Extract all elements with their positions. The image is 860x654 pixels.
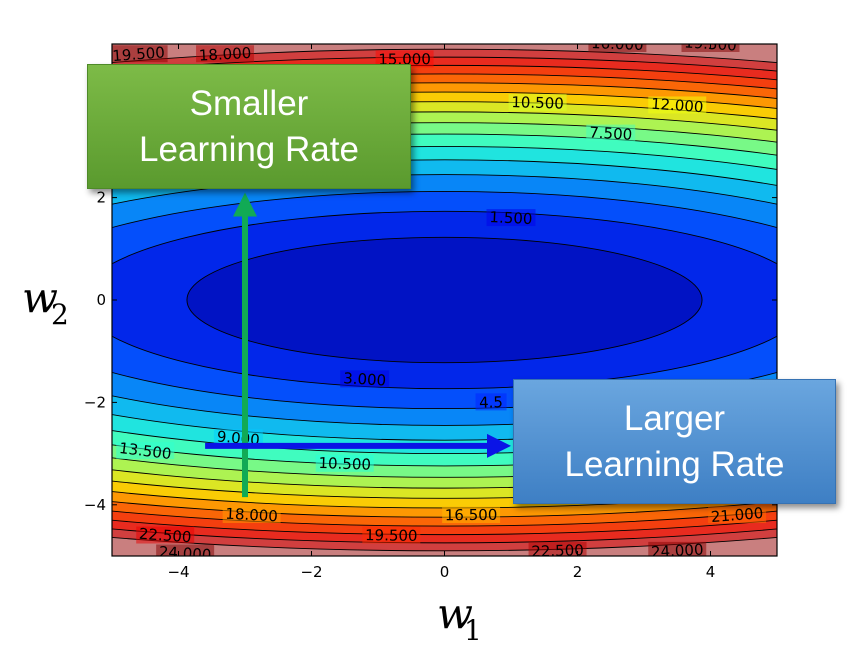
x-axis-label: w 1 <box>437 589 482 647</box>
contour-label-bg <box>116 442 175 460</box>
contour-label-bg <box>362 526 421 544</box>
contour-label: 16.500 <box>445 506 498 524</box>
contour-label-bg <box>508 93 567 111</box>
x-axis-label-main: w <box>437 589 473 638</box>
contour-label-bg <box>442 506 501 524</box>
axis-ticks: −4 −2 0 2 4 −4 −2 0 2 <box>84 44 777 581</box>
contour-label: 24.000 <box>651 540 704 561</box>
y-tick-label: −4 <box>84 496 106 514</box>
callout-small-line1: Smaller <box>189 83 309 123</box>
contour-line <box>112 48 777 552</box>
contour-label: 19.500 <box>365 526 418 545</box>
contour-label: 3.000 <box>343 369 387 390</box>
contour-label-bg <box>588 44 647 52</box>
x-tick-label: 4 <box>706 563 716 581</box>
contour-label: 19.500 <box>112 43 166 65</box>
contour-label: 24.000 <box>158 543 211 564</box>
smaller-learning-rate-arrow-head <box>233 192 257 217</box>
y-tick-label: 0 <box>96 291 106 309</box>
contour-label-bg <box>486 209 536 227</box>
contour-label-bg <box>196 45 255 63</box>
contour-label: 15.000 <box>378 50 431 69</box>
contour-label: 18.000 <box>198 44 251 65</box>
contour-label: 7.500 <box>589 123 633 144</box>
contour-label: 22.500 <box>531 541 584 560</box>
x-tick-label: 0 <box>440 563 450 581</box>
x-tick-label: −2 <box>300 563 322 581</box>
contour-line <box>112 122 777 478</box>
y-axis-label: w 2 <box>22 273 69 331</box>
contour-labels: 1.5003.0004.57.5009.00010.50010.50012.00… <box>112 33 767 564</box>
callout-small-line2: Learning Rate <box>139 129 359 169</box>
contour-label: 19.500 <box>684 33 738 54</box>
contour-label-bg <box>475 393 507 411</box>
contour-line <box>112 174 777 426</box>
x-axis-label-subscript: 1 <box>464 614 482 647</box>
contour-line <box>112 159 777 441</box>
contour-line <box>112 56 777 544</box>
x-tick-label: 2 <box>573 563 583 581</box>
contour-line <box>186 236 703 364</box>
y-axis-label-subscript: 2 <box>51 298 69 331</box>
larger-learning-rate-callout: Larger Learning Rate <box>513 379 836 504</box>
contour-label: 16.000 <box>591 34 644 54</box>
contour-label: 12.000 <box>650 95 704 117</box>
callout-large-line2: Learning Rate <box>564 444 785 484</box>
contour-label-bg <box>708 506 767 524</box>
learning-rate-arrows <box>205 192 511 498</box>
contour-line <box>112 101 777 499</box>
contour-label: 10.500 <box>318 454 371 474</box>
contour-line <box>112 190 777 410</box>
contour-label-bg <box>156 544 215 556</box>
contour-label: 10.500 <box>511 93 564 112</box>
callout-large-line1: Larger <box>623 398 726 438</box>
contour-lines <box>112 48 777 552</box>
contour-label-bg <box>586 124 636 142</box>
contour-label-bg <box>213 429 263 447</box>
y-tick-label: −2 <box>84 393 106 411</box>
x-tick-label: −4 <box>167 563 189 581</box>
contour-label-bg <box>648 96 707 114</box>
contour-label-bg <box>222 506 281 524</box>
contour-line <box>112 145 777 455</box>
contour-label: 18.000 <box>225 505 278 526</box>
contour-band <box>186 237 703 363</box>
y-tick-label: 2 <box>96 189 106 207</box>
contour-label: 1.500 <box>489 208 533 228</box>
contour-line <box>112 111 777 489</box>
contour-label-bg <box>648 541 707 556</box>
y-axis-label-main: w <box>22 273 58 322</box>
contour-label: 22.500 <box>138 525 192 547</box>
contour-line <box>112 133 777 467</box>
contour-label: 4.5 <box>479 393 503 412</box>
contour-label-bg <box>112 45 168 63</box>
contour-line <box>112 210 777 390</box>
contour-line <box>112 73 777 527</box>
contour-line <box>112 64 777 536</box>
contour-label-bg <box>136 526 195 544</box>
contour-label-bg <box>340 370 390 388</box>
smaller-learning-rate-callout: Smaller Learning Rate <box>87 64 411 189</box>
contour-label-bg <box>528 541 587 556</box>
larger-learning-rate-arrow-head <box>487 433 511 458</box>
contour-label-bg <box>315 454 374 472</box>
contour-label: 21.000 <box>710 504 764 526</box>
contour-label-bg <box>375 50 434 68</box>
